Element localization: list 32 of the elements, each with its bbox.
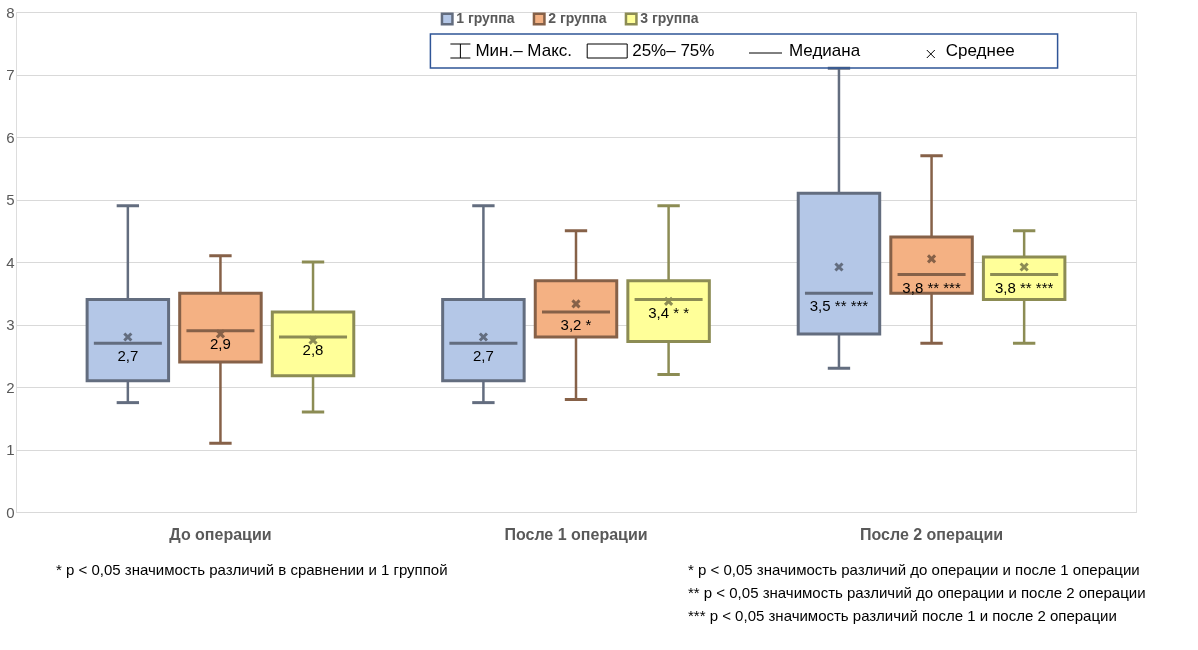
text: 3,2 * bbox=[560, 316, 592, 333]
text: * p < 0,05 значимость различий в сравнении и 1 группой bbox=[56, 561, 448, 578]
y-tick-label: 0 bbox=[6, 503, 15, 521]
x-tick-label: После 1 операции bbox=[504, 525, 648, 543]
text: *** p < 0,05 значимость различий после 1 и после 2 операции bbox=[688, 607, 1117, 624]
y-tick-label: 5 bbox=[6, 191, 15, 208]
text: 3,8 ** *** bbox=[902, 278, 961, 296]
text: 3,5 ** *** bbox=[809, 297, 869, 315]
y-tick-label: 2 bbox=[6, 378, 15, 396]
text: 2,7 bbox=[117, 347, 139, 365]
y-tick-label: 1 bbox=[6, 441, 15, 458]
y-tick-label: 8 bbox=[6, 3, 15, 21]
y-tick-label: 6 bbox=[6, 128, 15, 146]
text: 2,8 bbox=[302, 341, 324, 358]
x-tick-label: После 2 операции bbox=[859, 525, 1004, 543]
legend-label: 3 группа bbox=[640, 10, 699, 26]
annotation: Мин.– Макс. bbox=[475, 41, 573, 60]
y-tick-label: 4 bbox=[6, 253, 15, 271]
legend-label: 2 группа bbox=[548, 10, 607, 26]
annotation: 25%– 75% bbox=[632, 41, 715, 60]
text: ** p < 0,05 значимость различий до операции и после 2 операции bbox=[688, 584, 1146, 601]
text: * p < 0,05 значимость различий до операции и после 1 операции bbox=[688, 561, 1140, 578]
text: 2,9 bbox=[210, 334, 231, 352]
x-tick-label: До операции bbox=[169, 525, 272, 543]
y-tick-label: 3 bbox=[6, 316, 15, 333]
annotation: Среднее bbox=[945, 41, 1015, 60]
annotation: Медиана bbox=[789, 41, 861, 60]
legend-label: 1 группа bbox=[456, 10, 515, 26]
y-tick-label: 7 bbox=[6, 66, 15, 83]
text: 3,4 * * bbox=[648, 303, 690, 321]
text: 2,7 bbox=[472, 347, 494, 365]
text: 3,8 ** *** bbox=[994, 278, 1054, 296]
